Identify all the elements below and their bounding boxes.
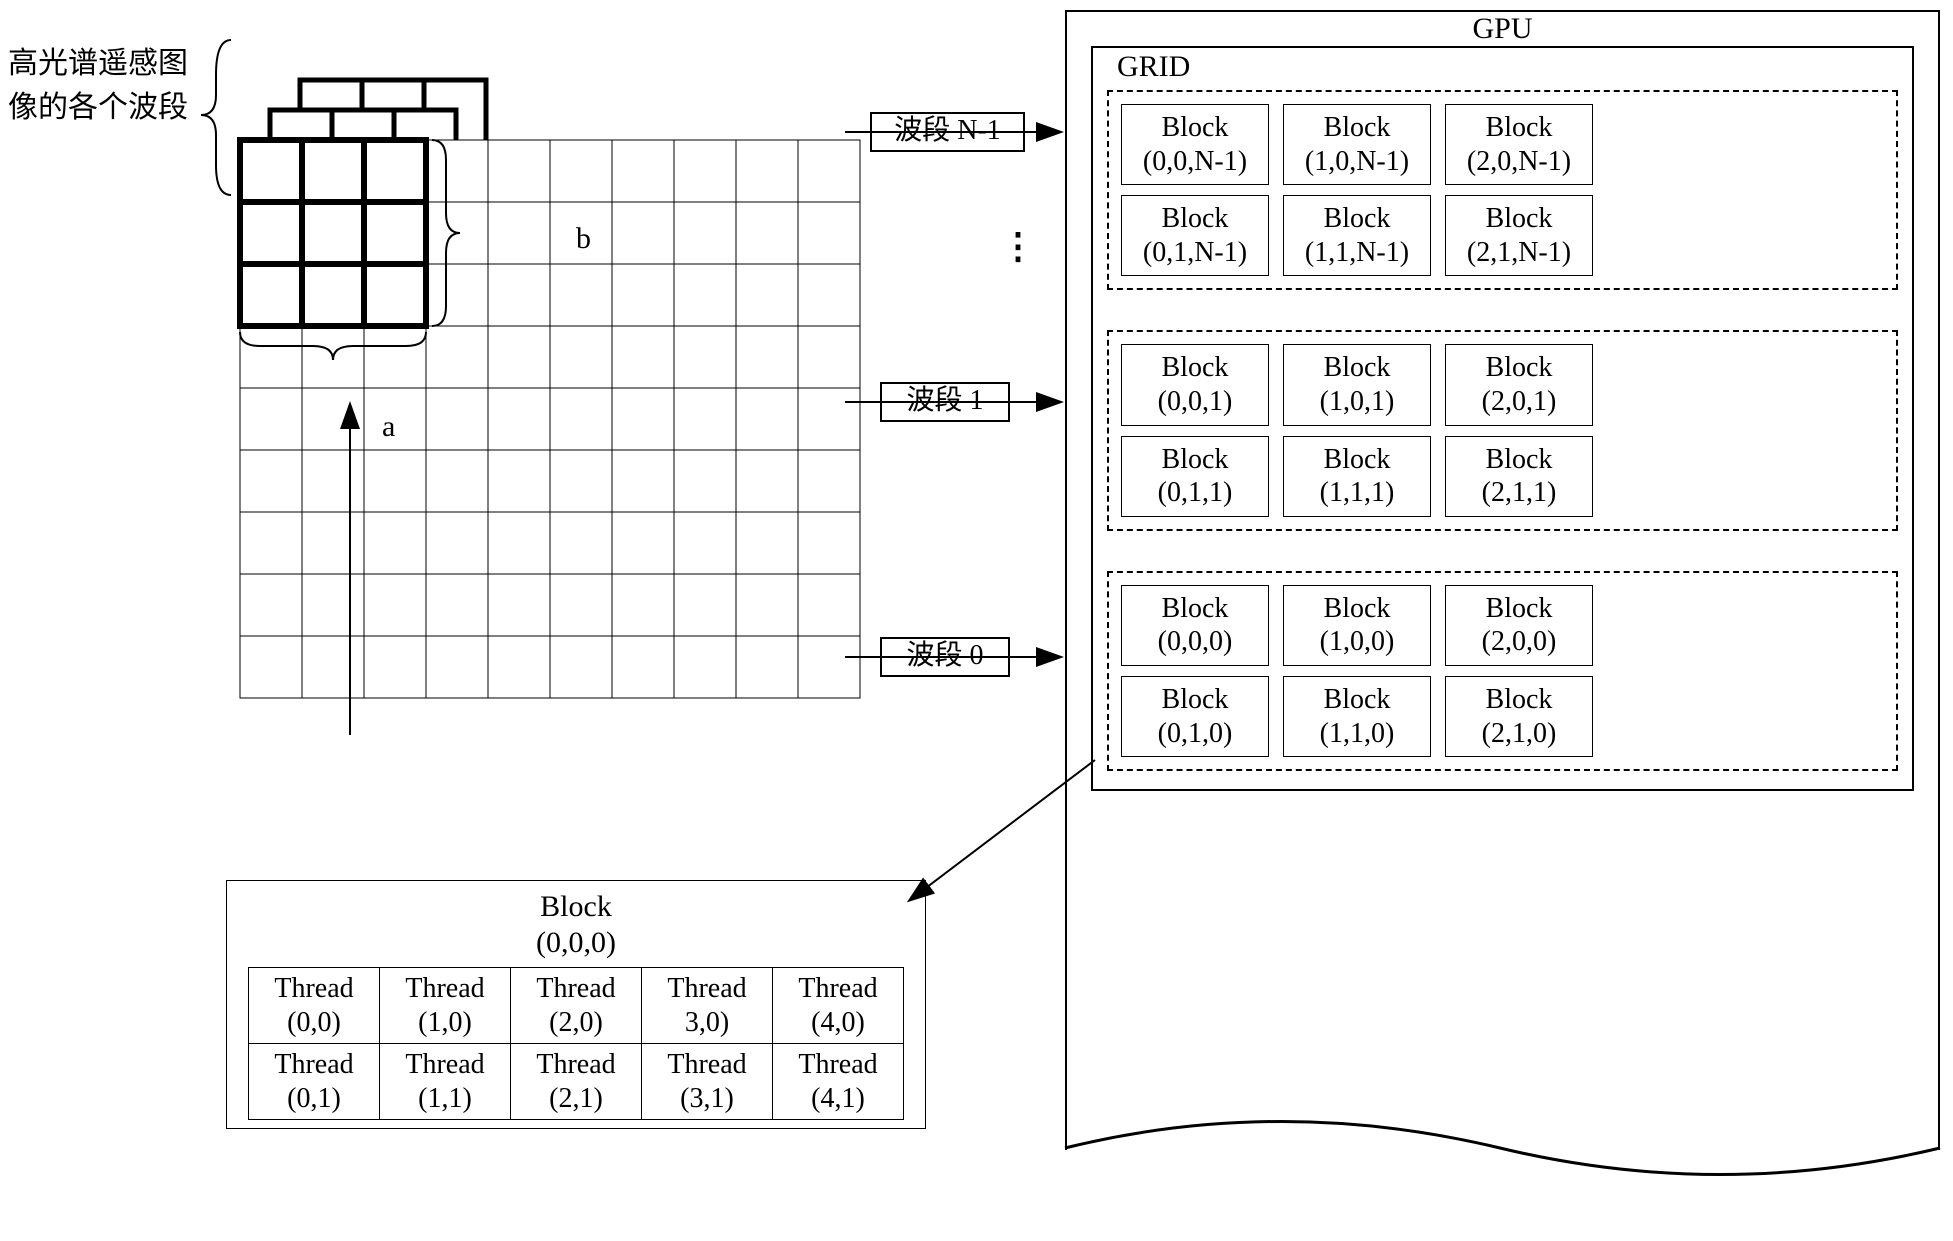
band-groups: Block(0,0,N-1) Block(1,0,N-1) Block(2,0,… [1107, 90, 1898, 771]
band-group-0: Block(0,0,0) Block(1,0,0) Block(2,0,0) B… [1107, 571, 1898, 771]
thread-cell: Thread(0,1) [248, 1043, 380, 1120]
block-cell: Block(1,1,N-1) [1283, 195, 1431, 276]
block-cell: Block(2,1,0) [1445, 676, 1593, 757]
thread-cell: Thread3,0) [641, 967, 773, 1044]
block-detail-box: Block (0,0,0) Thread(0,0) Thread(1,0) Th… [226, 880, 926, 1129]
thread-cell: Thread(0,0) [248, 967, 380, 1044]
block-row: Block(0,0,0) Block(1,0,0) Block(2,0,0) [1121, 585, 1884, 666]
block-row: Block(0,0,N-1) Block(1,0,N-1) Block(2,0,… [1121, 104, 1884, 185]
block-cell: Block(0,0,N-1) [1121, 104, 1269, 185]
block-cell: Block(2,0,N-1) [1445, 104, 1593, 185]
block-row: Block(0,1,1) Block(1,1,1) Block(2,1,1) [1121, 436, 1884, 517]
block-row: Block(0,1,0) Block(1,1,0) Block(2,1,0) [1121, 676, 1884, 757]
block-cell: Block(1,0,0) [1283, 585, 1431, 666]
block-cell: Block(2,1,1) [1445, 436, 1593, 517]
block-cell: Block(1,0,1) [1283, 344, 1431, 425]
block-detail-title: Block (0,0,0) [536, 889, 616, 961]
thread-cell: Thread(1,1) [379, 1043, 511, 1120]
thread-row: Thread(0,0) Thread(1,0) Thread(2,0) Thre… [248, 967, 904, 1044]
block-cell: Block(0,1,1) [1121, 436, 1269, 517]
block-cell: Block(0,0,1) [1121, 344, 1269, 425]
block-row: Block(0,1,N-1) Block(1,1,N-1) Block(2,1,… [1121, 195, 1884, 276]
block-cell: Block(2,0,1) [1445, 344, 1593, 425]
block-cell: Block(0,1,0) [1121, 676, 1269, 757]
thread-cell: Thread(3,1) [641, 1043, 773, 1120]
grid-box: GRID Block(0,0,N-1) Block(1,0,N-1) Block… [1091, 46, 1914, 791]
thread-cell: Thread(2,1) [510, 1043, 642, 1120]
thread-cell: Thread(4,1) [772, 1043, 904, 1120]
block-cell: Block(0,0,0) [1121, 585, 1269, 666]
block-cell: Block(2,0,0) [1445, 585, 1593, 666]
block-cell: Block(1,1,0) [1283, 676, 1431, 757]
block-cell: Block(1,0,N-1) [1283, 104, 1431, 185]
thread-grid: Thread(0,0) Thread(1,0) Thread(2,0) Thre… [248, 967, 904, 1120]
block-cell: Block(0,1,N-1) [1121, 195, 1269, 276]
block-cell: Block(1,1,1) [1283, 436, 1431, 517]
thread-cell: Thread(4,0) [772, 967, 904, 1044]
band-group-n1: Block(0,0,N-1) Block(1,0,N-1) Block(2,0,… [1107, 90, 1898, 290]
thread-cell: Thread(2,0) [510, 967, 642, 1044]
thread-row: Thread(0,1) Thread(1,1) Thread(2,1) Thre… [248, 1043, 904, 1120]
band-group-1: Block(0,0,1) Block(1,0,1) Block(2,0,1) B… [1107, 330, 1898, 530]
block-cell: Block(2,1,N-1) [1445, 195, 1593, 276]
thread-cell: Thread(1,0) [379, 967, 511, 1044]
grid-title: GRID [1107, 50, 1898, 84]
gpu-box: GPU GRID Block(0,0,N-1) Block(1,0,N-1) B… [1065, 10, 1940, 1150]
block-row: Block(0,0,1) Block(1,0,1) Block(2,0,1) [1121, 344, 1884, 425]
gpu-title: GPU [1067, 12, 1938, 46]
